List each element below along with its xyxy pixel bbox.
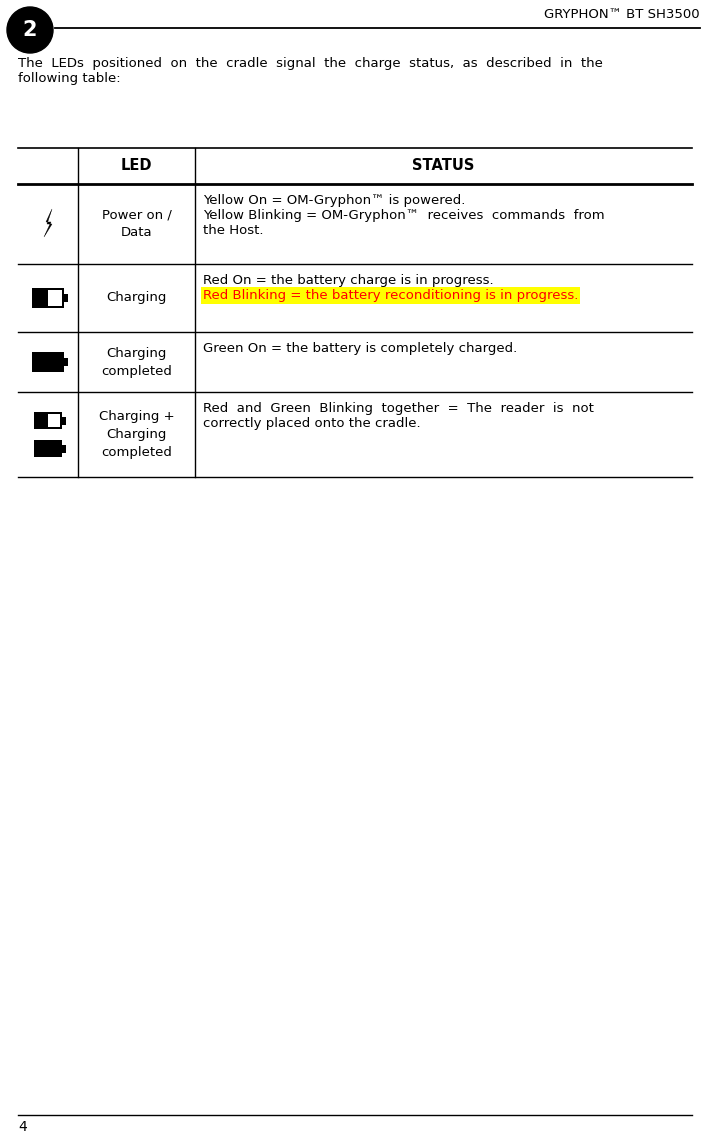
Text: Yellow Blinking = OM-Gryphon™  receives  commands  from: Yellow Blinking = OM-Gryphon™ receives c… xyxy=(203,209,605,222)
Text: Yellow On = OM-Gryphon™ is powered.: Yellow On = OM-Gryphon™ is powered. xyxy=(203,195,465,207)
Bar xyxy=(32,288,64,308)
Text: LED: LED xyxy=(121,158,152,173)
Text: Charging +
Charging
completed: Charging + Charging completed xyxy=(99,411,175,459)
Text: 4: 4 xyxy=(18,1120,27,1131)
Text: 2: 2 xyxy=(23,20,37,40)
Bar xyxy=(64,294,68,302)
Bar xyxy=(34,412,62,429)
Text: Green On = the battery is completely charged.: Green On = the battery is completely cha… xyxy=(203,342,518,355)
Text: correctly placed onto the cradle.: correctly placed onto the cradle. xyxy=(203,417,420,430)
Bar xyxy=(62,416,66,424)
Text: Charging
completed: Charging completed xyxy=(101,346,172,378)
Bar xyxy=(64,359,68,366)
Bar xyxy=(32,352,64,372)
Text: Red Blinking = the battery reconditioning is in progress.: Red Blinking = the battery reconditionin… xyxy=(203,290,579,302)
Text: STATUS: STATUS xyxy=(413,158,475,173)
Text: GRYPHON™ BT SH3500: GRYPHON™ BT SH3500 xyxy=(545,8,700,21)
Bar xyxy=(48,290,62,307)
Circle shape xyxy=(7,7,53,53)
Text: Charging: Charging xyxy=(106,292,167,304)
Text: Power on /
Data: Power on / Data xyxy=(102,208,171,240)
Bar xyxy=(34,440,62,457)
Text: the Host.: the Host. xyxy=(203,224,263,238)
Text: Red  and  Green  Blinking  together  =  The  reader  is  not: Red and Green Blinking together = The re… xyxy=(203,402,594,415)
Bar xyxy=(48,414,60,428)
Polygon shape xyxy=(44,209,52,238)
Text: following table:: following table: xyxy=(18,72,121,85)
Bar xyxy=(62,444,66,452)
Text: Red On = the battery charge is in progress.: Red On = the battery charge is in progre… xyxy=(203,274,493,287)
Text: The  LEDs  positioned  on  the  cradle  signal  the  charge  status,  as  descri: The LEDs positioned on the cradle signal… xyxy=(18,57,603,70)
